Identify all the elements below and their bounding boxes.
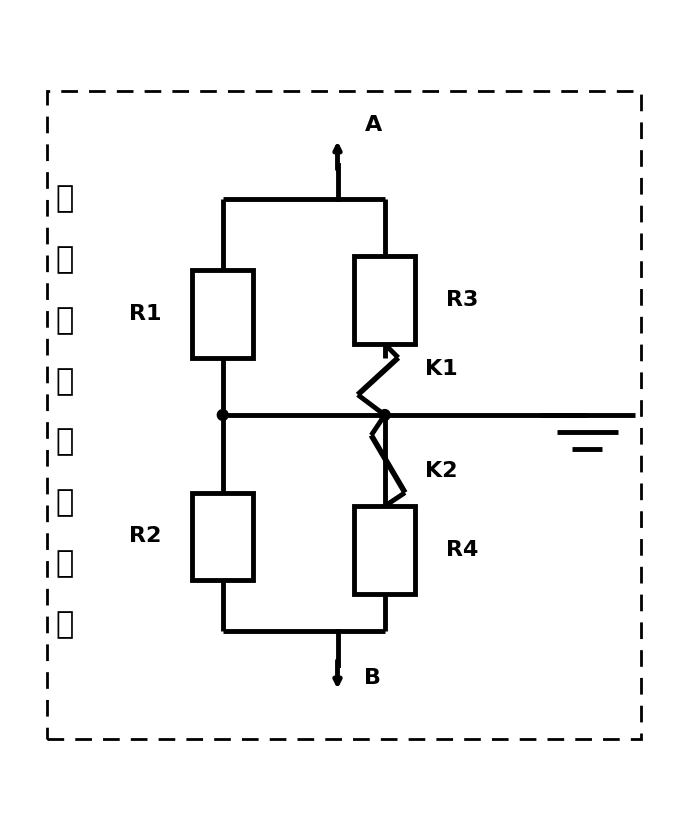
Text: A: A [364,115,382,134]
Text: 控: 控 [55,427,74,456]
Bar [354,506,415,594]
Text: 桥: 桥 [55,184,74,213]
Bar [354,256,415,344]
Text: B: B [364,668,381,688]
Text: 路: 路 [55,610,74,639]
Bar [192,493,253,580]
Text: 型: 型 [55,245,74,274]
Text: R1: R1 [129,304,161,324]
Circle shape [379,409,390,421]
Circle shape [217,409,228,421]
Bar [192,270,253,358]
Text: R4: R4 [446,540,479,560]
Text: 阻: 阻 [55,367,74,396]
Text: 电: 电 [55,549,74,578]
Text: K2: K2 [425,461,458,481]
FancyBboxPatch shape [47,91,641,739]
Text: 电: 电 [55,306,74,335]
Text: R2: R2 [129,526,161,546]
Text: R3: R3 [446,290,479,310]
Text: 制: 制 [55,488,74,517]
Text: K1: K1 [425,359,458,379]
